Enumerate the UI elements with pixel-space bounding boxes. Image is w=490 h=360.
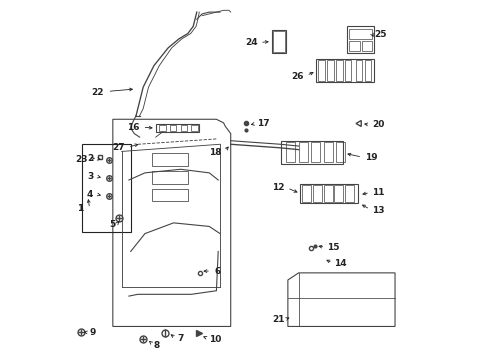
Text: 16: 16 (127, 123, 140, 132)
Bar (273, 31, 285, 52)
Bar (170, 125, 176, 131)
Text: 23: 23 (75, 155, 88, 164)
Bar (159, 125, 166, 131)
Bar (152, 189, 188, 202)
Bar (311, 143, 320, 162)
Text: 10: 10 (209, 335, 221, 344)
Text: 22: 22 (92, 88, 104, 97)
Bar (347, 26, 373, 53)
Text: 26: 26 (292, 72, 304, 81)
Text: 25: 25 (374, 30, 387, 39)
Text: 4: 4 (87, 190, 93, 199)
Bar (313, 185, 322, 202)
Bar (336, 143, 345, 162)
Text: 24: 24 (245, 38, 258, 47)
Text: 5: 5 (110, 220, 116, 229)
Text: 19: 19 (365, 153, 377, 162)
Text: 21: 21 (272, 315, 284, 324)
Bar (345, 185, 354, 202)
Text: 20: 20 (372, 120, 384, 129)
Bar (152, 171, 188, 184)
Text: 13: 13 (372, 206, 384, 215)
Text: 12: 12 (272, 183, 284, 192)
Bar (286, 143, 295, 162)
Bar (356, 60, 362, 81)
Bar (362, 41, 372, 51)
Bar (348, 29, 372, 39)
Bar (192, 125, 198, 131)
Bar (82, 144, 131, 232)
Text: 7: 7 (177, 334, 183, 343)
Text: 6: 6 (215, 267, 221, 276)
Bar (272, 30, 286, 53)
Text: 14: 14 (334, 260, 347, 269)
Text: 11: 11 (372, 188, 384, 197)
Bar (345, 60, 351, 81)
Bar (334, 185, 343, 202)
Text: 2: 2 (87, 154, 93, 163)
Text: 8: 8 (154, 341, 160, 350)
Bar (298, 143, 308, 162)
Bar (300, 184, 358, 203)
Bar (302, 185, 311, 202)
Bar (156, 124, 198, 132)
Bar (152, 153, 188, 166)
Bar (365, 60, 371, 81)
Text: 9: 9 (90, 328, 96, 337)
Text: 1: 1 (77, 204, 83, 213)
Bar (327, 60, 334, 81)
Bar (281, 141, 343, 164)
Bar (323, 143, 333, 162)
Text: 27: 27 (113, 143, 125, 152)
Bar (348, 41, 360, 51)
Bar (336, 60, 343, 81)
Bar (317, 59, 373, 82)
Bar (181, 125, 187, 131)
Text: 17: 17 (258, 119, 270, 128)
Text: 15: 15 (327, 243, 340, 252)
Text: 3: 3 (87, 172, 93, 181)
Bar (318, 60, 325, 81)
Bar (323, 185, 333, 202)
Text: 18: 18 (209, 148, 222, 157)
